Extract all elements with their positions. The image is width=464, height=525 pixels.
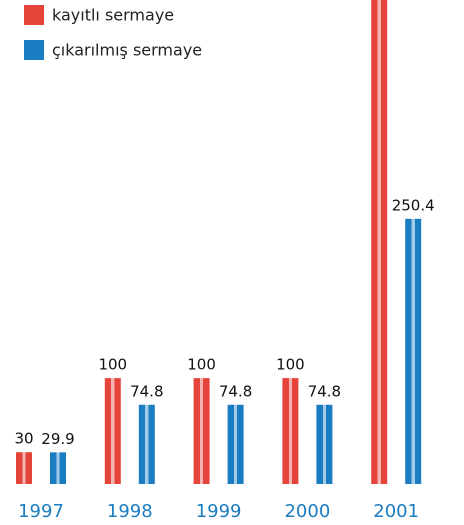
value-label: 29.9 [41, 430, 74, 448]
bar [16, 452, 32, 484]
x-tick-label: 1999 [196, 501, 242, 522]
value-label: 100 [98, 356, 127, 374]
bar [316, 404, 333, 484]
legend-label: kayıtlı sermaye [52, 6, 174, 25]
x-tick-label: 1997 [18, 501, 64, 522]
legend-label: çıkarılmış sermaye [52, 41, 202, 60]
legend-swatch [24, 5, 44, 25]
bar [371, 0, 388, 484]
bar [104, 378, 121, 484]
value-label: 74.8 [130, 382, 163, 400]
x-tick-label: 2000 [284, 501, 330, 522]
x-tick-label: 2001 [373, 501, 419, 522]
value-label: 30 [14, 430, 33, 448]
value-label: 100 [187, 356, 216, 374]
bar [193, 378, 210, 484]
value-label: 74.8 [219, 382, 252, 400]
value-label: 250.4 [392, 196, 435, 214]
value-label: 100 [276, 356, 305, 374]
bar [405, 218, 422, 484]
bar [282, 378, 299, 484]
bar [138, 404, 155, 484]
legend-swatch [24, 40, 44, 60]
x-tick-label: 1998 [107, 501, 153, 522]
value-label: 74.8 [308, 382, 341, 400]
bar [50, 452, 66, 484]
bar [227, 404, 244, 484]
